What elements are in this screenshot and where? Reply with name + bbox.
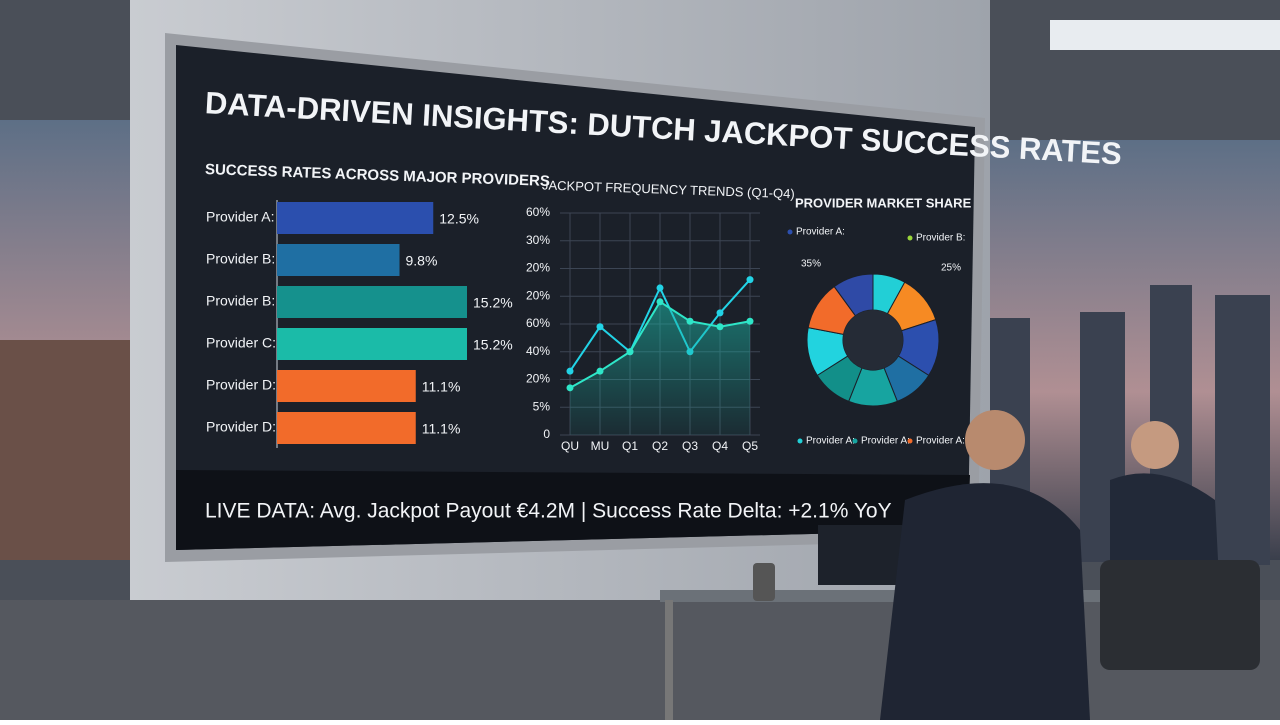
point [566,384,574,392]
x-tick-label: Q5 [742,439,758,453]
category-label: Provider B: [206,293,275,309]
point [716,309,724,317]
people [660,410,1260,720]
point [656,284,664,292]
category-label: Provider C: [206,335,276,351]
legend-swatch [907,438,913,444]
value-label: 11.1% [422,379,461,395]
y-tick-label: 5% [533,399,551,413]
value-label: 15.2% [473,295,513,311]
annotation-dot [907,235,913,241]
y-tick-label: 20% [526,372,550,386]
point [686,317,694,325]
point [746,276,754,284]
point [566,367,574,375]
point [716,323,724,331]
point [656,298,664,306]
y-tick-label: 60% [526,316,550,330]
annotation: 35% [801,259,821,270]
y-tick-label: 20% [526,288,550,302]
bar [277,202,434,234]
legend-label: Provider A: [861,436,910,447]
category-label: Provider B: [206,251,275,267]
ceiling-light [1050,20,1280,50]
bar [277,412,416,444]
y-tick-label: 40% [526,344,550,358]
chart-title: PROVIDER MARKET SHARE [795,195,972,210]
x-tick-label: Q3 [682,439,698,453]
bar [277,286,467,318]
x-tick-label: MU [591,439,610,453]
category-label: Provider D: [206,377,276,393]
donut-segment [833,273,874,317]
bar [277,328,467,360]
legend-label: Provider A: [916,436,965,447]
point [596,323,604,331]
point [596,367,604,375]
annotation: Provider A: [796,227,845,238]
x-tick-label: QU [561,439,579,453]
category-label: Provider D: [206,419,276,435]
x-tick-label: Q2 [652,439,668,453]
legend-swatch [797,438,803,444]
ticker: LIVE DATA: Avg. Jackpot Payout €4.2M | S… [205,500,892,523]
bar [277,244,400,276]
x-tick-label: Q4 [712,439,728,453]
bar [277,370,416,402]
x-tick-label: Q1 [622,439,638,453]
point [746,317,754,325]
value-label: 9.8% [406,253,438,269]
y-tick-label: 60% [526,205,550,219]
y-tick-label: 30% [526,233,550,247]
legend-swatch [852,438,858,444]
annotation: 25% [941,263,961,274]
ticker-bar [176,470,970,550]
legend-label: Provider A: [806,436,855,447]
donut-hole [843,310,903,370]
value-label: 11.1% [422,421,461,437]
area [570,301,750,435]
y-tick-label: 20% [526,261,550,275]
y-tick-label: 0 [543,427,550,441]
value-label: 12.5% [439,211,479,227]
point [626,348,634,356]
annotation-dot [787,229,793,235]
category-label: Provider A: [206,209,274,225]
annotation: Provider B: [916,233,965,244]
value-label: 15.2% [473,337,513,353]
skyline [0,285,1270,565]
